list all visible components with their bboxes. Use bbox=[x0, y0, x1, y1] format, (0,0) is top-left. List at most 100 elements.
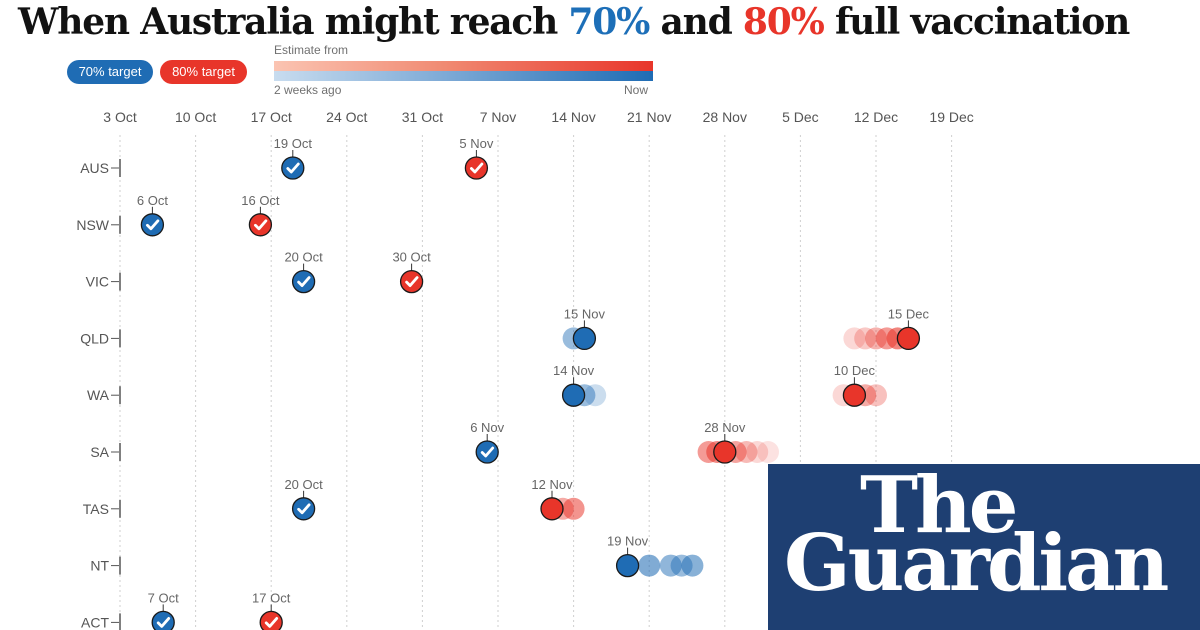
logo-line-guardian: Guardian bbox=[784, 518, 1169, 609]
marker-group: 30 Oct bbox=[392, 250, 431, 294]
point-date-label: 20 Oct bbox=[284, 250, 323, 265]
x-tick-label: 5 Dec bbox=[782, 109, 819, 125]
legend-70-target: 70% target bbox=[67, 60, 153, 84]
current-estimate-dot bbox=[281, 156, 305, 180]
guardian-logo: The Guardian bbox=[768, 464, 1200, 630]
x-tick-label: 14 Nov bbox=[551, 109, 595, 125]
current-estimate-dot bbox=[291, 497, 316, 521]
current-estimate-dot bbox=[291, 269, 316, 294]
marker-group: 19 Oct bbox=[274, 136, 313, 180]
marker-group: 28 Nov bbox=[697, 420, 779, 464]
current-estimate-dot bbox=[259, 610, 283, 630]
marker-group: 10 Dec bbox=[832, 363, 887, 407]
point-date-label: 5 Nov bbox=[459, 136, 493, 151]
point-date-label: 16 Oct bbox=[241, 193, 280, 208]
point-date-label: 20 Oct bbox=[284, 477, 323, 492]
historical-estimate-dot bbox=[854, 327, 877, 350]
point-date-label: 17 Oct bbox=[252, 590, 291, 605]
x-tick-label: 19 Dec bbox=[929, 109, 973, 125]
point-date-label: 19 Oct bbox=[274, 136, 313, 151]
title-80-highlight: 80% bbox=[742, 1, 825, 43]
title-part-5: full vaccination bbox=[823, 1, 1130, 43]
point-date-label: 14 Nov bbox=[553, 363, 595, 378]
historical-estimate-dot bbox=[638, 554, 661, 577]
point-date-label: 7 Oct bbox=[148, 590, 179, 605]
current-estimate-dot bbox=[248, 213, 273, 237]
y-tick-label: AUS bbox=[80, 160, 109, 176]
marker-group: 6 Oct bbox=[137, 193, 168, 237]
checkmark-icon bbox=[470, 162, 484, 174]
point-date-label: 6 Nov bbox=[470, 420, 504, 435]
markers: 19 Oct 6 Oct 20 Oct 15 Nov 14 Nov 6 Nov 20 Oct… bbox=[137, 136, 930, 630]
historical-estimate-dot bbox=[584, 384, 607, 407]
chart-title: When Australia might reach 70% and 80% f… bbox=[18, 0, 1130, 46]
title-part-1: When Australia might reach bbox=[18, 1, 569, 43]
gradient-bar-70 bbox=[274, 71, 653, 81]
point-date-label: 15 Dec bbox=[888, 306, 930, 321]
marker-group: 19 Nov bbox=[607, 534, 704, 578]
checkmark-icon bbox=[254, 219, 268, 231]
x-tick-label: 31 Oct bbox=[402, 109, 443, 125]
x-axis-ticks: 3 Oct 10 Oct 17 Oct 24 Oct 31 Oct 7 Nov 14 Nov… bbox=[103, 109, 974, 125]
point-date-label: 15 Nov bbox=[564, 306, 606, 321]
x-tick-label: 12 Dec bbox=[854, 109, 898, 125]
checkmark-icon bbox=[156, 617, 171, 628]
current-estimate-dot bbox=[572, 326, 597, 351]
title-part-3: and bbox=[649, 1, 743, 43]
point-date-label: 19 Nov bbox=[607, 534, 649, 549]
gradient-legend-title: Estimate from bbox=[274, 43, 349, 57]
marker-group: 20 Oct bbox=[284, 250, 323, 294]
historical-estimate-dot bbox=[735, 441, 758, 463]
y-tick-label: WA bbox=[87, 387, 110, 403]
point-date-label: 6 Oct bbox=[137, 193, 168, 208]
historical-estimate-dot bbox=[659, 554, 682, 577]
historical-estimate-dot bbox=[757, 441, 779, 463]
checkmark-icon bbox=[264, 617, 279, 628]
marker-group: 16 Oct bbox=[241, 193, 280, 237]
current-estimate-dot bbox=[151, 610, 175, 630]
current-estimate-dot bbox=[540, 497, 564, 521]
marker-group: 17 Oct bbox=[252, 590, 291, 630]
historical-estimate-dot bbox=[865, 384, 887, 407]
y-tick-label: QLD bbox=[80, 330, 109, 346]
current-estimate-dot bbox=[475, 440, 499, 464]
historical-estimate-dot bbox=[865, 327, 887, 350]
y-tick-label: NSW bbox=[76, 217, 109, 233]
x-tick-label: 3 Oct bbox=[103, 109, 137, 125]
y-tick-label: NT bbox=[90, 558, 109, 574]
gradient-legend-end: Now bbox=[624, 83, 649, 97]
x-tick-label: 28 Nov bbox=[703, 109, 747, 125]
marker-group: 5 Nov bbox=[459, 136, 494, 180]
title-70-highlight: 70% bbox=[568, 1, 650, 43]
y-tick-label: TAS bbox=[83, 501, 109, 517]
marker-group: 14 Nov bbox=[553, 363, 607, 407]
x-tick-label: 21 Nov bbox=[627, 109, 671, 125]
historical-estimate-dot bbox=[746, 441, 769, 463]
point-date-label: 30 Oct bbox=[392, 250, 431, 265]
gradient-bar-80 bbox=[274, 61, 653, 71]
current-estimate-dot bbox=[615, 553, 640, 578]
legend-80-target: 80% target bbox=[160, 60, 247, 84]
current-estimate-dot bbox=[842, 383, 867, 407]
historical-estimate-dot bbox=[843, 327, 866, 350]
marker-group: 7 Oct bbox=[148, 590, 179, 630]
point-date-label: 12 Nov bbox=[531, 477, 573, 492]
current-estimate-dot bbox=[399, 269, 424, 294]
current-estimate-dot bbox=[140, 213, 165, 237]
checkmark-icon bbox=[405, 276, 419, 287]
checkmark-icon bbox=[297, 503, 311, 515]
x-tick-label: 7 Nov bbox=[480, 109, 517, 125]
marker-group: 15 Dec bbox=[843, 306, 930, 351]
logo-line-the: The bbox=[860, 460, 1018, 551]
historical-estimate-dot bbox=[562, 497, 585, 520]
y-axis: AUS NSW VIC QLD WA SA TAS NT ACT bbox=[76, 159, 121, 630]
checkmark-icon bbox=[480, 446, 495, 458]
marker-group: 12 Nov bbox=[531, 477, 585, 521]
historical-estimate-dot bbox=[681, 554, 704, 577]
current-estimate-dot bbox=[561, 383, 586, 407]
y-tick-label: SA bbox=[90, 444, 109, 460]
y-tick-label: VIC bbox=[86, 274, 109, 290]
x-tick-label: 24 Oct bbox=[326, 109, 367, 125]
marker-group: 15 Nov bbox=[562, 306, 606, 351]
